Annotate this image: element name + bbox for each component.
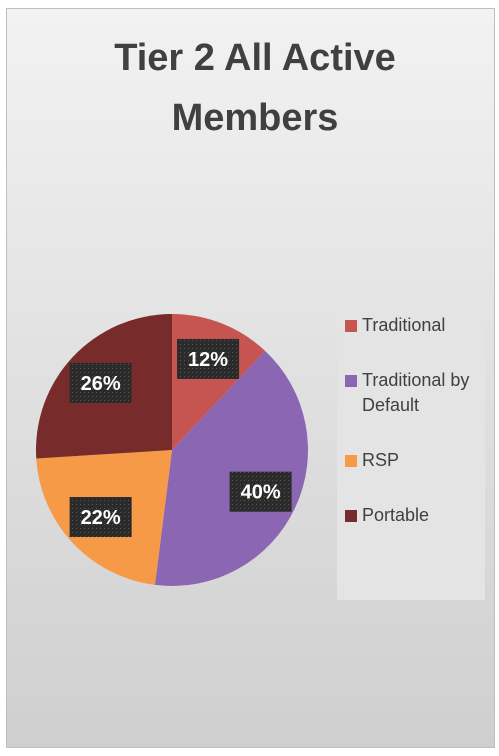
pie-slice [154,350,308,586]
legend-label: Traditional [362,315,446,335]
data-label: 40% [241,482,281,504]
data-label: 22% [81,507,121,529]
legend-label: Traditional by Default [362,370,470,415]
chart-title: Tier 2 All Active Members [114,37,396,139]
legend-entry: Portable [345,503,479,528]
data-label-box [69,497,132,538]
legend-entry: RSP [345,448,479,473]
data-label-box [229,471,292,512]
legend: Traditional Traditional by Default RSP Port… [337,305,485,600]
data-label-box [177,338,240,379]
legend-swatch [345,510,357,522]
legend-entry: Traditional [345,313,479,338]
legend-entry: Traditional by Default [345,368,479,418]
legend-label: RSP [362,450,400,470]
title-box: Tier 2 All Active Members [114,37,396,139]
legend-label: Portable [362,505,430,525]
legend-swatch [345,455,357,467]
data-label-box [69,362,132,403]
data-label: 26% [81,373,121,395]
legend-swatch [345,375,357,387]
data-label: 12% [188,349,228,371]
legend-swatch [345,320,357,332]
